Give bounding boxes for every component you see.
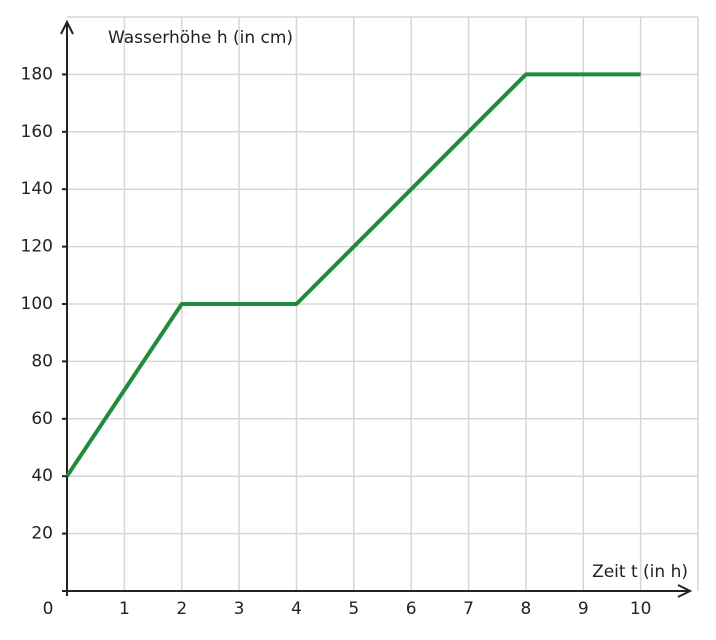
x-tick-label: 6 (406, 599, 417, 619)
y-tick-label: 40 (31, 466, 53, 486)
y-tick-label: 80 (31, 351, 53, 371)
grid (67, 16, 699, 591)
x-tick-label: 8 (520, 599, 531, 619)
y-tick-label: 20 (31, 524, 53, 544)
y-axis-arrow (60, 19, 74, 35)
x-axis-label: Zeit t (in h) (592, 562, 688, 582)
x-axis-arrow (677, 584, 693, 598)
x-tick-label: 3 (234, 599, 245, 619)
y-tick-label: 120 (21, 237, 53, 257)
y-tick-label: 160 (21, 122, 53, 142)
x-tick-label: 10 (630, 599, 652, 619)
x-tick-label: 5 (348, 599, 359, 619)
y-tick-label: 140 (21, 179, 53, 199)
x-tick-label: 0 (43, 599, 54, 619)
x-tick-label: 9 (578, 599, 589, 619)
y-tick-label: 180 (21, 64, 53, 84)
x-tick-label: 2 (176, 599, 187, 619)
y-axis-label: Wasserhöhe h (in cm) (108, 28, 293, 48)
x-tick-label: 7 (463, 599, 474, 619)
data-line (65, 72, 641, 478)
y-tick-label: 60 (31, 409, 53, 429)
y-tick-label: 100 (21, 294, 53, 314)
x-tick-label: 4 (291, 599, 302, 619)
x-tick-label: 1 (119, 599, 130, 619)
